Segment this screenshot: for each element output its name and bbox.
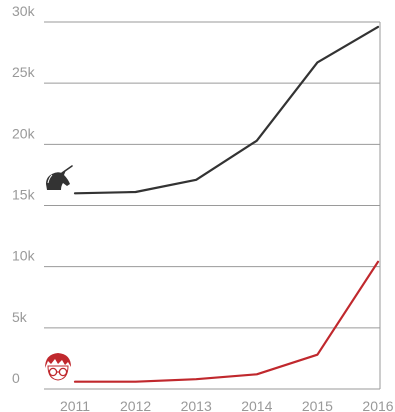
series-layer bbox=[73, 25, 380, 383]
series-line-0 bbox=[73, 25, 380, 195]
y-tick-label: 10k bbox=[12, 248, 36, 264]
y-tick-label: 25k bbox=[12, 64, 36, 80]
x-tick-label: 2011 bbox=[60, 398, 90, 412]
grid-layer bbox=[44, 21, 381, 390]
series-line-1 bbox=[73, 260, 380, 383]
x-tick-label: 2015 bbox=[302, 398, 333, 412]
y-tick-label: 15k bbox=[12, 187, 36, 203]
x-tick-label: 2013 bbox=[181, 398, 212, 412]
x-tick-label: 2012 bbox=[120, 398, 151, 412]
series-icons bbox=[45, 165, 73, 381]
y-tick-label: 5k bbox=[12, 309, 28, 325]
y-tick-label: 20k bbox=[12, 125, 36, 141]
y-tick-label: 30k bbox=[12, 3, 36, 19]
y-tick-labels: 0 5k 10k 15k 20k 25k 30k bbox=[12, 3, 36, 386]
harry-potter-face-icon bbox=[45, 353, 71, 381]
x-tick-label: 2014 bbox=[241, 398, 272, 412]
x-tick-label: 2016 bbox=[362, 398, 393, 412]
y-tick-label: 0 bbox=[12, 370, 20, 386]
x-tick-labels: 2011 2012 2013 2014 2015 2016 bbox=[60, 398, 394, 412]
unicorn-icon bbox=[46, 165, 73, 190]
